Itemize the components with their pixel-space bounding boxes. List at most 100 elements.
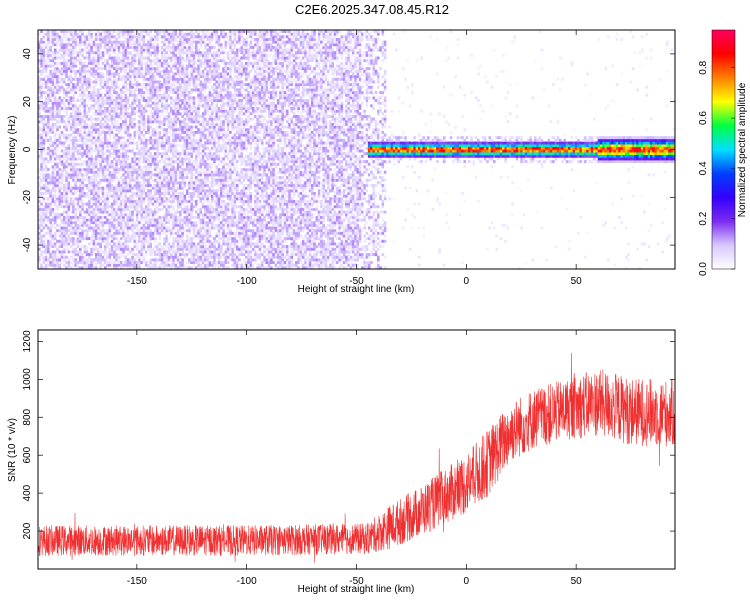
spectrogram-cell: [117, 152, 121, 156]
spectrogram-cell: [154, 191, 157, 195]
spectrogram-cell: [156, 253, 159, 257]
spectrogram-cell: [63, 245, 66, 249]
spectrogram-cell: [38, 83, 41, 87]
spectrogram-cell: [124, 226, 128, 230]
spectrogram-cell: [69, 226, 73, 230]
spectrogram-cell: [188, 154, 191, 158]
spectrogram-cell: [53, 234, 57, 238]
spectrogram-cell: [47, 32, 50, 36]
spectrogram-cell: [97, 144, 100, 148]
spectrogram-cell: [183, 117, 187, 121]
spectrogram-cell: [42, 51, 46, 55]
spectrogram-cell: [115, 258, 118, 262]
spectrogram-cell: [197, 101, 200, 105]
spectrogram-cell: [131, 263, 134, 267]
spectrogram-cell: [169, 67, 173, 71]
spectrogram-cell: [131, 215, 134, 219]
spectrogram-cell: [99, 215, 102, 219]
spectrogram-cell: [156, 88, 159, 92]
spectrogram-cell: [81, 178, 84, 182]
spectrogram-cell: [190, 245, 193, 249]
spectrogram-cell: [38, 144, 41, 148]
spectrogram-cell: [97, 141, 100, 145]
spectrogram-cell: [131, 117, 134, 121]
spectrogram-cell: [60, 37, 64, 41]
spectrogram-cell: [185, 109, 189, 113]
spectrogram-cell: [158, 59, 162, 63]
spectrogram-cell: [74, 266, 77, 269]
spectrogram-cell: [65, 32, 68, 36]
spectrogram-cell: [194, 202, 198, 206]
spectrogram-cell: [163, 226, 166, 230]
spectrogram-cell: [174, 245, 178, 249]
spectrogram-cell: [53, 157, 57, 161]
spectrogram-cell: [63, 96, 66, 100]
spectrogram-cell: [53, 104, 57, 108]
spectrogram-cell: [72, 170, 75, 174]
spectrogram-cell: [106, 32, 109, 36]
spectrogram-cell: [94, 184, 98, 187]
spectrogram-cell: [47, 30, 50, 33]
spectrogram-cell: [38, 40, 41, 44]
spectrogram-cell: [119, 205, 123, 209]
spectrogram-cell: [63, 157, 66, 161]
spectrogram-cell: [110, 30, 114, 33]
spectrogram-cell: [42, 215, 46, 219]
spectrogram-cell: [138, 128, 141, 132]
spectrogram-cell: [115, 162, 118, 166]
spectrogram-cell: [158, 197, 162, 201]
spectrogram-cell: [78, 261, 82, 264]
spectrogram-cell: [103, 247, 107, 251]
spectrogram-cell: [135, 109, 139, 113]
spectrogram-cell: [88, 162, 91, 166]
spectrogram-cell: [81, 117, 84, 121]
spectrogram-cell: [122, 45, 125, 49]
spectrogram-cell: [53, 255, 57, 259]
spectrogram-cell: [44, 176, 48, 180]
spectrogram-cell: [179, 107, 182, 110]
spectrogram-cell: [190, 178, 193, 182]
spectrogram-cell: [85, 69, 89, 73]
spectrogram-cell: [165, 99, 168, 102]
spectrogram-cell: [99, 120, 102, 124]
spectrogram-cell: [174, 149, 178, 153]
spectrogram-cell: [126, 77, 130, 81]
spectrogram-cell: [133, 245, 137, 249]
spectrogram-cell: [81, 226, 84, 230]
spectrogram-cell: [126, 146, 130, 150]
spectrogram-cell: [99, 186, 102, 190]
spectrogram-cell: [151, 162, 155, 166]
spectrogram-cell: [38, 75, 41, 79]
spectrogram-cell: [58, 138, 62, 142]
spectrogram-cell: [60, 69, 64, 73]
spectrogram-cell: [197, 229, 200, 233]
spectrogram-cell: [122, 261, 125, 264]
spectrogram-cell: [97, 35, 100, 39]
spectrogram-cell: [119, 266, 123, 269]
spectrogram-cell: [160, 154, 164, 158]
spectrogram-cell: [47, 146, 50, 150]
spectrogram-cell: [181, 125, 184, 129]
spectrogram-cell: [85, 229, 89, 233]
spectrogram-cell: [99, 261, 102, 264]
spectrogram-cell: [110, 109, 114, 113]
spectrogram-cell: [92, 234, 96, 238]
spectrogram-cell: [113, 199, 116, 203]
spectrogram-cell: [115, 128, 118, 132]
spectrogram-cell: [60, 245, 64, 249]
spectrogram-cell: [133, 157, 137, 161]
spectrogram-cell: [106, 91, 109, 95]
spectrogram-cell: [119, 261, 123, 264]
spectrogram-cell: [138, 221, 141, 225]
spectrogram-cell: [122, 136, 125, 140]
spectrogram-cell: [160, 104, 164, 108]
spectrogram-cell: [176, 128, 180, 132]
spectrogram-cell: [199, 144, 203, 148]
spectrogram-cell: [188, 199, 191, 203]
spectrogram-cell: [113, 72, 116, 76]
spectrogram-cell: [56, 173, 59, 177]
spectrogram-cell: [140, 146, 143, 150]
spectrogram-cell: [185, 83, 189, 87]
spectrogram-cell: [117, 189, 121, 193]
spectrogram-cell: [181, 157, 184, 161]
